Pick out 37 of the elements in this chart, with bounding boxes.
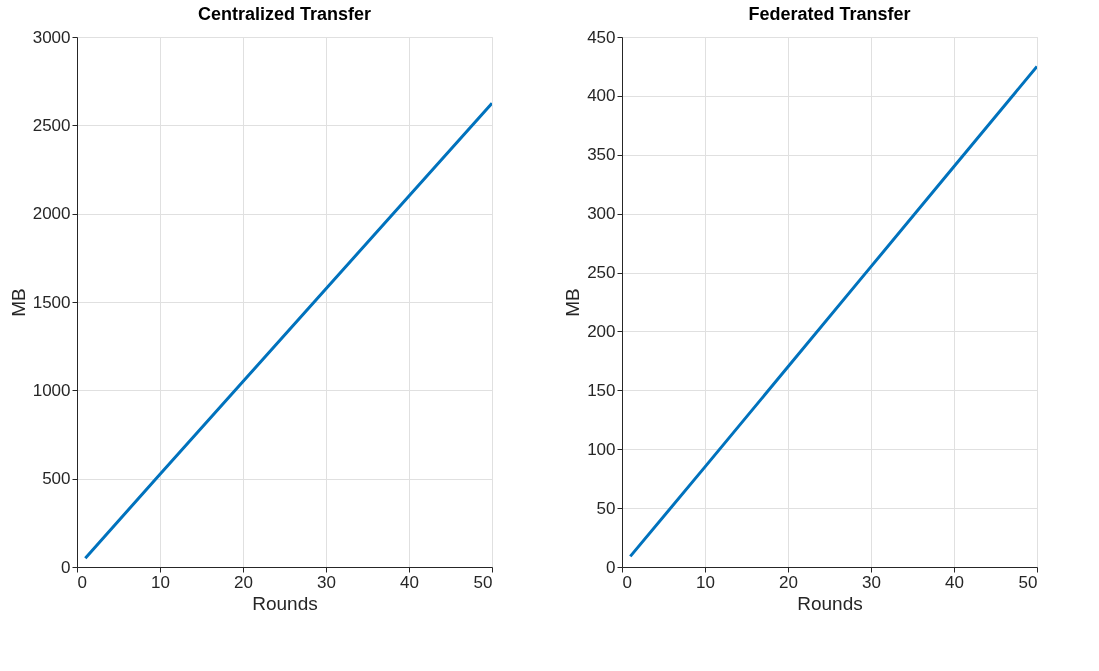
chart-title: Federated Transfer [748, 4, 911, 24]
x-tick-label: 20 [234, 572, 253, 592]
x-tick-label: 20 [779, 572, 798, 592]
y-tick-label: 450 [587, 27, 616, 47]
y-tick-label: 0 [606, 557, 616, 577]
x-tick-label: 10 [696, 572, 715, 592]
x-tick-label: 50 [473, 572, 493, 592]
line-series [83, 101, 492, 560]
x-tick-label: 30 [317, 572, 336, 592]
y-axis-title: MB [7, 288, 29, 317]
y-tick-label: 50 [596, 498, 616, 518]
y-tick-label: 300 [587, 204, 616, 224]
x-tick-label: 10 [151, 572, 170, 592]
x-tick-label: 50 [1018, 572, 1038, 592]
x-axis-title: Rounds [797, 592, 863, 614]
y-tick-label: 100 [587, 439, 616, 459]
x-tick-label: 30 [862, 572, 881, 592]
x-tick-label: 0 [77, 572, 87, 592]
y-tick-label: 1500 [32, 292, 71, 312]
x-tick-label: 40 [945, 572, 964, 592]
y-tick-label: 350 [587, 145, 616, 165]
y-tick-label: 0 [61, 557, 71, 577]
y-tick-label: 250 [587, 263, 616, 283]
y-tick-label: 3000 [32, 27, 71, 47]
chart-title: Centralized Transfer [197, 4, 372, 24]
y-tick-label: 1000 [32, 380, 71, 400]
y-tick-label: 500 [42, 469, 71, 489]
y-tick-label: 150 [587, 380, 616, 400]
x-tick-label: 0 [622, 572, 632, 592]
line-series [628, 64, 1037, 558]
x-tick-label: 40 [400, 572, 419, 592]
y-tick-label: 200 [587, 321, 616, 341]
y-tick-label: 2000 [32, 204, 71, 224]
y-axis-title: MB [562, 288, 584, 317]
y-tick-label: 400 [587, 86, 616, 106]
x-axis-title: Rounds [252, 592, 318, 614]
y-tick-label: 2500 [32, 115, 71, 135]
